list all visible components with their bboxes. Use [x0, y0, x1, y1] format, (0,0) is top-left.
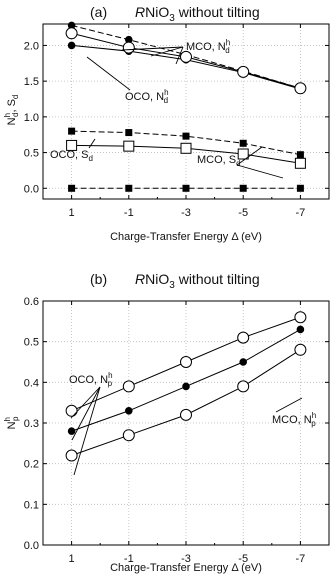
data-point	[180, 408, 192, 421]
x-tick-label: 1	[69, 207, 75, 219]
x-tick-label: -5	[238, 553, 248, 565]
pointer-oco-nhd	[86, 56, 131, 91]
x-tick-label: 1	[69, 553, 75, 565]
data-point	[180, 50, 192, 63]
data-point	[68, 184, 76, 192]
series-line	[71, 130, 301, 156]
data-point	[123, 140, 135, 152]
x-tick-label: -3	[181, 553, 191, 565]
data-point	[237, 65, 250, 78]
data-point	[182, 382, 190, 391]
annotation-mco-sd: MCO, Sd	[197, 154, 241, 168]
panel-b-annotation-pointers	[70, 386, 303, 476]
y-tick-label: 1.5	[24, 76, 39, 88]
panel-b: (b) RNiO3 without tilting 0.00.10.20.30.…	[3, 271, 330, 574]
data-point	[65, 404, 78, 417]
data-point	[67, 427, 76, 435]
pointer-oco-nhp-2	[71, 386, 101, 441]
panel-a: (a) RNiO3 without tilting 0.0 0.5 1.0 1.5 2.…	[3, 4, 330, 243]
data-point	[239, 184, 247, 192]
y-tick-label: 0.5	[24, 337, 39, 349]
x-tick-label: -3	[181, 207, 191, 219]
data-point	[122, 380, 135, 393]
panel-b-y-axis-label: Nhp	[3, 416, 20, 429]
panel-a-y-axis-label: Nhd, Sd	[3, 95, 20, 126]
panel-a-x-axis-label: Charge-Transfer Energy Δ (eV)	[110, 231, 262, 243]
data-point	[294, 343, 307, 356]
panel-a-annotation-pointers	[86, 46, 284, 179]
panel-b-x-axis-label: Charge-Transfer Energy Δ (eV)	[110, 562, 262, 574]
data-point	[294, 311, 307, 324]
data-point	[296, 184, 304, 192]
annotation-oco-nhp: OCO, Nh p	[69, 371, 113, 388]
x-tick-label: -7	[296, 207, 306, 219]
data-point	[67, 41, 76, 50]
panel-b-label: (b)	[90, 271, 107, 287]
data-point	[122, 41, 135, 54]
data-point	[180, 142, 192, 154]
data-point	[125, 184, 133, 192]
x-tick-label: -5	[238, 207, 248, 219]
pointer-mco-nhp	[275, 397, 303, 413]
annotation-mco-nhp: MCO, Nh p	[272, 411, 316, 428]
panel-b-series	[65, 311, 307, 462]
data-point	[239, 139, 247, 147]
panel-a-title: RNiO3 without tilting	[135, 4, 260, 24]
data-point	[237, 148, 249, 160]
panel-a-series	[65, 21, 307, 192]
data-point	[180, 356, 192, 368]
data-point	[182, 132, 190, 140]
data-point	[125, 129, 133, 137]
y-tick-label: 0.5	[24, 148, 39, 160]
y-tick-label: 0.2	[24, 459, 39, 471]
pointer-oco-nhp-3	[73, 386, 101, 476]
panel-b-title: RNiO3 without tilting	[135, 271, 260, 291]
y-tick-label: 0.6	[24, 296, 39, 308]
pointer-mco-sd-1	[236, 146, 263, 166]
panel-a-grid	[43, 24, 329, 199]
pointer-oco-nhp-1	[70, 386, 101, 419]
panel-b-ticks: 0.0 0.1 0.2 0.3 0.4 0.5 0.6 1 -1 -3 -5 -7	[24, 296, 329, 565]
y-tick-label: 1.0	[24, 112, 39, 124]
data-point	[65, 449, 78, 462]
data-point	[239, 358, 247, 366]
data-point	[65, 27, 78, 40]
annotation-oco-nhd: OCO, Nh d	[125, 88, 169, 105]
annotation-oco-sd: OCO, Sd	[50, 149, 93, 163]
y-tick-label: 0.4	[24, 377, 39, 389]
data-point	[122, 429, 135, 442]
data-point	[182, 184, 190, 192]
data-point	[125, 407, 133, 415]
data-point	[294, 82, 307, 95]
annotation-mco-nhd: MCO, Nh d	[186, 38, 230, 55]
pointer-mco-nhd-2	[150, 46, 184, 57]
data-point	[68, 127, 76, 135]
y-tick-label: 0.0	[24, 540, 39, 552]
x-tick-label: -7	[296, 553, 306, 565]
pointer-mco-sd-2	[236, 164, 284, 179]
y-tick-label: 0.0	[24, 183, 39, 195]
data-point	[296, 325, 305, 334]
y-tick-label: 2.0	[24, 40, 39, 52]
data-point	[66, 139, 78, 151]
data-point	[294, 157, 306, 169]
x-tick-label: -1	[124, 553, 134, 565]
y-tick-label: 0.1	[24, 499, 39, 511]
pointer-oco-sd	[88, 138, 96, 149]
data-point	[237, 331, 250, 344]
pointer-mco-nhd-3	[175, 46, 184, 65]
data-point	[296, 151, 304, 159]
panel-a-label: (a)	[90, 4, 107, 20]
y-tick-label: 0.3	[24, 418, 39, 430]
data-point	[237, 380, 250, 393]
x-tick-label: -1	[124, 207, 134, 219]
pointer-mco-nhd-1	[121, 46, 184, 51]
